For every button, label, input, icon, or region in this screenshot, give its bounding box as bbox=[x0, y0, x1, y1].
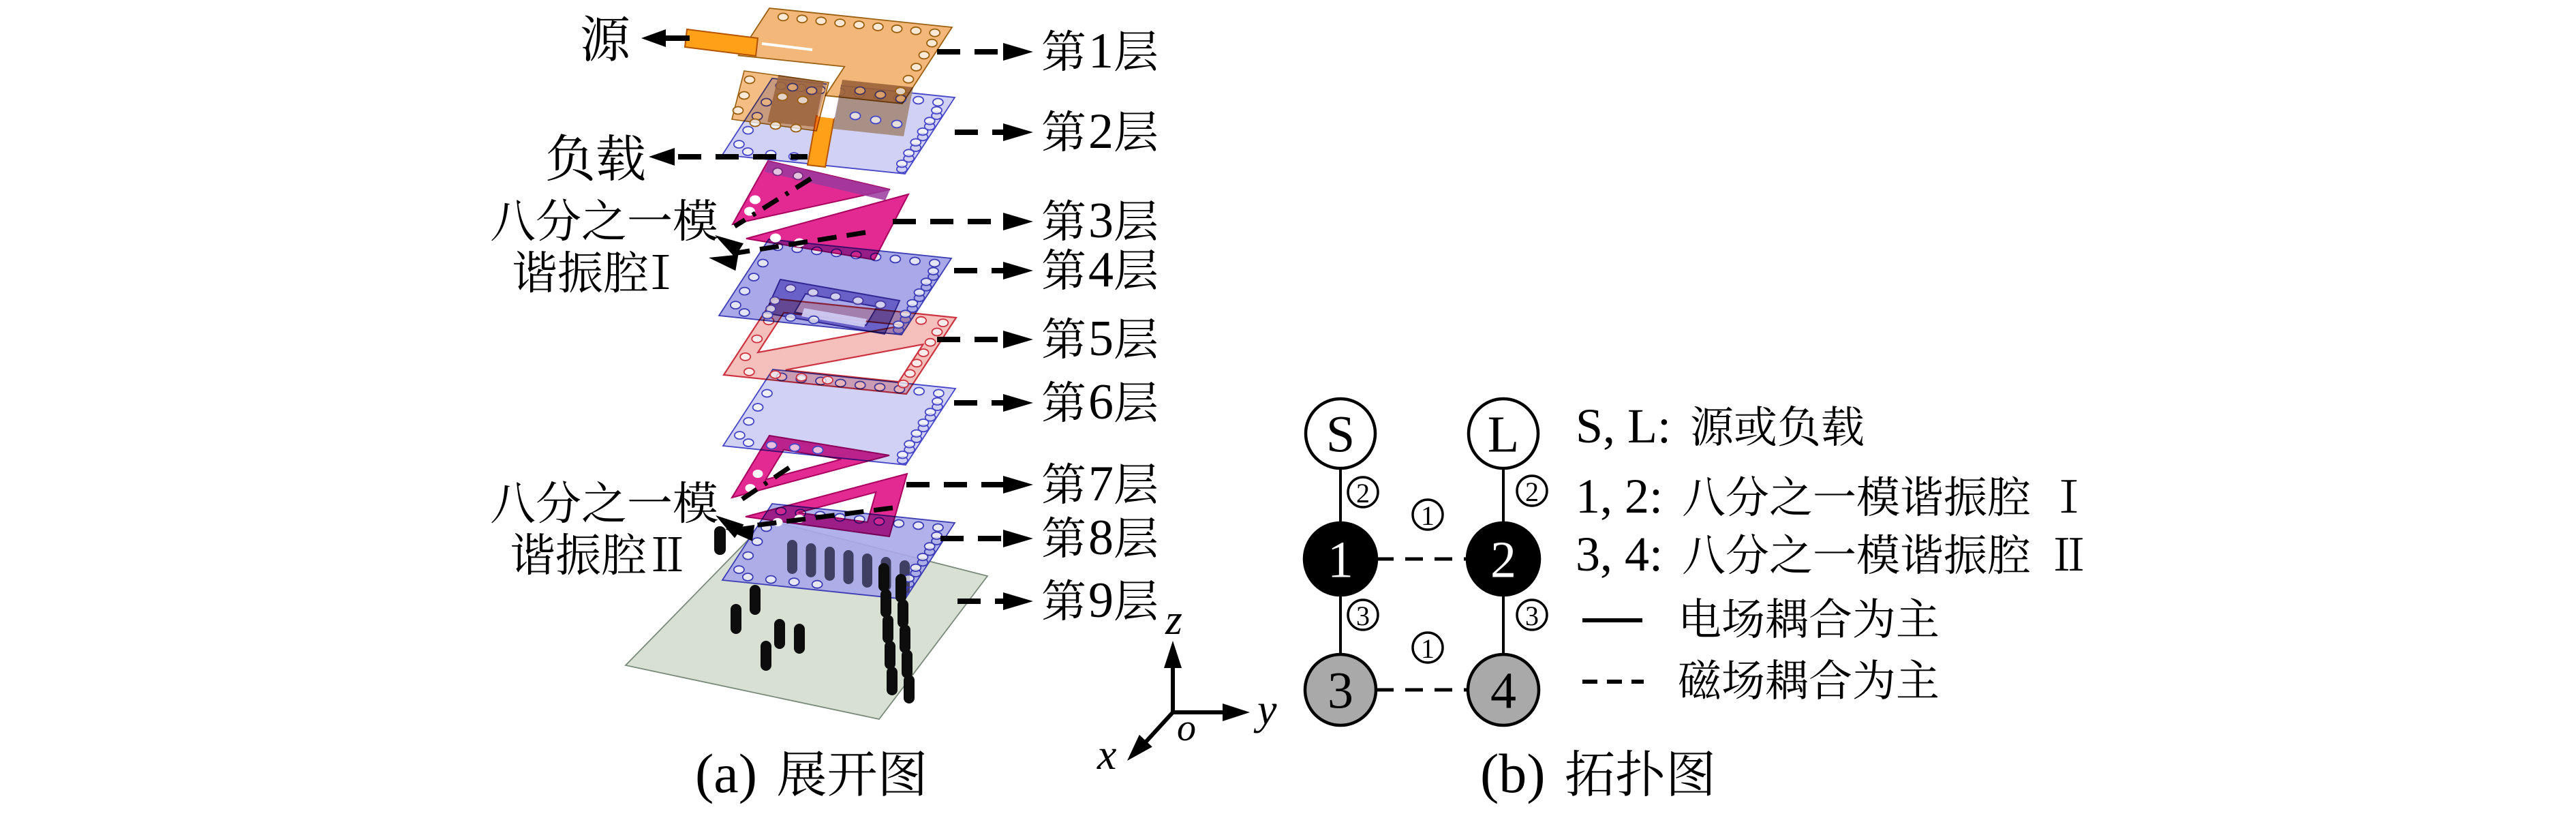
svg-text:1, 2:: 1, 2: bbox=[1576, 469, 1663, 524]
svg-text:1: 1 bbox=[1421, 633, 1435, 664]
svg-text:3, 4:: 3, 4: bbox=[1576, 527, 1663, 581]
svg-text:x: x bbox=[1097, 730, 1116, 778]
svg-text:2: 2 bbox=[1356, 478, 1370, 509]
svg-text:1: 1 bbox=[1328, 532, 1353, 589]
svg-text:3: 3 bbox=[1328, 663, 1353, 720]
svg-text:z: z bbox=[1165, 595, 1182, 643]
svg-text:8: 8 bbox=[1088, 510, 1114, 566]
svg-text:2: 2 bbox=[1088, 104, 1114, 160]
svg-text:3: 3 bbox=[1525, 601, 1539, 631]
svg-text:3: 3 bbox=[1088, 193, 1114, 249]
svg-text:y: y bbox=[1253, 685, 1277, 733]
svg-text:5: 5 bbox=[1088, 311, 1114, 367]
svg-text:L: L bbox=[1488, 406, 1519, 464]
svg-text:1: 1 bbox=[1421, 500, 1435, 531]
svg-text:4: 4 bbox=[1490, 663, 1516, 720]
svg-text:2: 2 bbox=[1525, 476, 1539, 507]
svg-text:3: 3 bbox=[1356, 601, 1370, 631]
svg-text:(a): (a) bbox=[695, 742, 757, 804]
svg-text:2: 2 bbox=[1490, 532, 1516, 589]
svg-text:6: 6 bbox=[1088, 374, 1114, 430]
svg-text:7: 7 bbox=[1088, 456, 1114, 512]
svg-text:(b): (b) bbox=[1480, 742, 1546, 804]
svg-text:4: 4 bbox=[1088, 242, 1114, 298]
svg-text:o: o bbox=[1177, 707, 1196, 749]
svg-text:S: S bbox=[1326, 406, 1355, 464]
svg-text:1: 1 bbox=[1088, 23, 1114, 79]
svg-text:S, L:: S, L: bbox=[1576, 399, 1671, 453]
svg-text:9: 9 bbox=[1088, 573, 1114, 628]
